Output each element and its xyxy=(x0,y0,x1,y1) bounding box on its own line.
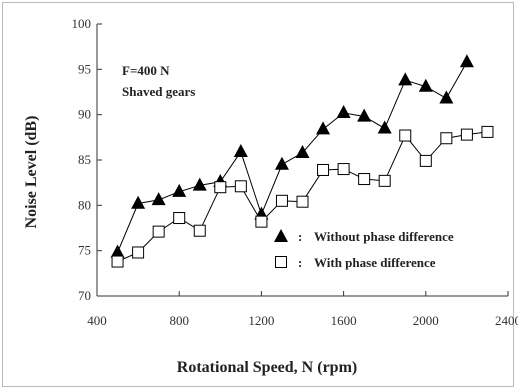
data-point-square xyxy=(419,154,432,167)
legend-square-marker xyxy=(275,256,287,268)
y-tick-label: 80 xyxy=(78,197,91,212)
data-point-triangle xyxy=(459,54,474,68)
x-tick-label: 1200 xyxy=(248,313,274,328)
data-point-square xyxy=(399,129,412,142)
y-tick-label: 85 xyxy=(78,152,91,167)
data-point-triangle xyxy=(233,144,248,158)
data-point-triangle xyxy=(357,108,372,122)
data-point-square xyxy=(111,255,124,268)
data-point-triangle xyxy=(418,78,433,92)
legend-separator: : xyxy=(298,229,302,244)
data-point-square xyxy=(173,212,186,225)
data-point-square xyxy=(358,173,371,186)
legend-label-without-phase: Without phase difference xyxy=(314,229,454,244)
annotation: F=400 N Shaved gears xyxy=(122,63,195,99)
x-ticks: 400 800 1200 1600 2000 2400 xyxy=(87,291,518,328)
data-point-square xyxy=(317,163,330,176)
data-point-triangle xyxy=(377,120,392,134)
x-tick-label: 2000 xyxy=(413,313,439,328)
data-point-square xyxy=(234,180,247,193)
data-point-triangle xyxy=(172,183,187,197)
data-point-square xyxy=(296,195,309,208)
data-point-square xyxy=(337,163,350,176)
data-point-square xyxy=(132,246,145,259)
legend-triangle-marker xyxy=(274,229,288,242)
data-point-square xyxy=(255,215,268,228)
data-point-square xyxy=(193,224,206,237)
data-point-square xyxy=(214,181,227,194)
y-tick-label: 90 xyxy=(78,107,91,122)
data-point-triangle xyxy=(151,192,166,206)
legend: : Without phase difference : With phase … xyxy=(274,229,454,270)
data-point-triangle xyxy=(110,244,125,258)
data-point-triangle xyxy=(131,195,146,209)
x-tick-label: 2400 xyxy=(495,313,518,328)
data-point-triangle xyxy=(316,121,331,135)
x-axis-title: Rotational Speed, N (rpm) xyxy=(177,359,357,376)
data-point-triangle xyxy=(336,105,351,119)
data-point-square xyxy=(481,125,494,138)
y-axis-title: Noise Level (dB) xyxy=(23,116,40,229)
y-tick-label: 70 xyxy=(78,288,91,303)
data-point-square xyxy=(275,194,288,207)
annotation-line-2: Shaved gears xyxy=(122,84,195,99)
chart-frame xyxy=(2,2,514,387)
legend-item-without-phase: : Without phase difference xyxy=(274,229,454,244)
legend-label-with-phase: With phase difference xyxy=(314,255,436,270)
data-point-triangle xyxy=(398,72,413,86)
data-point-square xyxy=(378,174,391,187)
data-point-square xyxy=(152,225,165,238)
data-point-triangle xyxy=(192,177,207,191)
data-point-square xyxy=(460,128,473,141)
x-tick-label: 800 xyxy=(169,313,189,328)
x-tick-label: 400 xyxy=(87,313,107,328)
data-point-square xyxy=(440,132,453,145)
annotation-line-1: F=400 N xyxy=(122,63,170,78)
data-point-triangle xyxy=(274,156,289,170)
data-point-triangle xyxy=(439,90,454,104)
series-layer xyxy=(110,54,494,268)
y-tick-label: 75 xyxy=(78,243,91,258)
data-point-triangle xyxy=(295,144,310,158)
legend-item-with-phase: : With phase difference xyxy=(275,255,436,270)
x-tick-label: 1600 xyxy=(331,313,357,328)
y-tick-label: 100 xyxy=(72,16,92,31)
legend-separator: : xyxy=(298,255,302,270)
series-2 xyxy=(111,125,494,268)
y-ticks: 70 75 80 85 90 95 100 xyxy=(72,16,102,303)
y-tick-label: 95 xyxy=(78,61,91,76)
